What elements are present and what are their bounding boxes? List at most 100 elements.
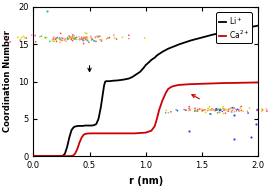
- Point: [255, 109, 259, 112]
- Point: [252, 111, 256, 114]
- Point: [206, 109, 210, 112]
- Point: [85, 39, 89, 42]
- Point: [233, 109, 238, 112]
- Point: [216, 108, 220, 111]
- Point: [89, 37, 93, 40]
- Point: [187, 107, 191, 110]
- Point: [99, 40, 104, 43]
- Point: [58, 32, 63, 35]
- Point: [19, 36, 24, 39]
- Point: [50, 35, 55, 38]
- Point: [75, 36, 79, 39]
- Point: [214, 109, 218, 112]
- Point: [218, 108, 222, 111]
- Point: [198, 108, 202, 111]
- Point: [54, 37, 59, 40]
- Point: [239, 105, 243, 108]
- Point: [188, 107, 192, 110]
- Point: [92, 39, 96, 42]
- Point: [99, 38, 104, 41]
- Point: [206, 107, 210, 110]
- Point: [241, 110, 245, 113]
- Point: [232, 106, 236, 109]
- Point: [202, 109, 206, 112]
- Point: [249, 136, 253, 139]
- Point: [229, 109, 234, 112]
- Point: [193, 109, 197, 112]
- Point: [74, 37, 79, 40]
- Point: [196, 108, 200, 111]
- Point: [78, 37, 82, 40]
- Point: [229, 109, 234, 112]
- Point: [166, 111, 170, 114]
- Point: [174, 108, 178, 111]
- Point: [210, 108, 214, 112]
- Point: [188, 108, 192, 112]
- Point: [68, 36, 72, 40]
- Point: [220, 109, 224, 112]
- Point: [53, 38, 58, 41]
- Point: [219, 109, 223, 112]
- Point: [225, 109, 229, 112]
- Point: [260, 110, 264, 113]
- Point: [79, 37, 83, 40]
- Point: [44, 36, 49, 39]
- Point: [187, 105, 191, 108]
- Point: [114, 38, 119, 41]
- Point: [127, 34, 131, 37]
- Point: [84, 38, 88, 41]
- Point: [104, 39, 108, 42]
- Point: [94, 36, 98, 39]
- Point: [68, 37, 73, 40]
- Point: [82, 37, 86, 40]
- Point: [228, 109, 232, 112]
- Point: [67, 35, 71, 38]
- Point: [89, 38, 94, 41]
- Point: [89, 35, 93, 38]
- Point: [83, 32, 87, 35]
- Point: [88, 38, 92, 41]
- Point: [51, 40, 55, 43]
- Point: [54, 37, 58, 40]
- Point: [34, 40, 38, 43]
- Point: [51, 37, 55, 40]
- Point: [62, 36, 66, 40]
- Point: [84, 36, 88, 39]
- Point: [59, 39, 63, 42]
- Point: [85, 39, 90, 42]
- Point: [120, 36, 125, 39]
- Point: [221, 112, 225, 115]
- Point: [90, 37, 94, 40]
- Point: [73, 37, 77, 40]
- Point: [229, 107, 233, 110]
- Point: [208, 109, 212, 112]
- Point: [222, 108, 226, 111]
- Point: [77, 37, 81, 40]
- Point: [213, 109, 217, 112]
- Point: [81, 42, 86, 45]
- Point: [54, 40, 59, 43]
- Point: [207, 105, 212, 108]
- Point: [215, 111, 220, 114]
- Point: [62, 39, 66, 42]
- Point: [218, 108, 222, 111]
- Point: [199, 108, 204, 111]
- Point: [210, 108, 214, 112]
- Point: [237, 108, 241, 112]
- Point: [217, 111, 222, 114]
- Point: [59, 36, 64, 39]
- Point: [227, 106, 232, 109]
- Point: [71, 33, 75, 36]
- Point: [90, 38, 95, 41]
- Point: [57, 35, 61, 38]
- Point: [75, 37, 80, 40]
- Point: [71, 37, 75, 40]
- Point: [85, 36, 89, 39]
- Point: [73, 37, 77, 40]
- Point: [66, 38, 70, 41]
- Point: [18, 38, 23, 41]
- Point: [210, 109, 214, 112]
- Point: [228, 108, 232, 111]
- Point: [214, 108, 218, 111]
- Point: [193, 107, 197, 110]
